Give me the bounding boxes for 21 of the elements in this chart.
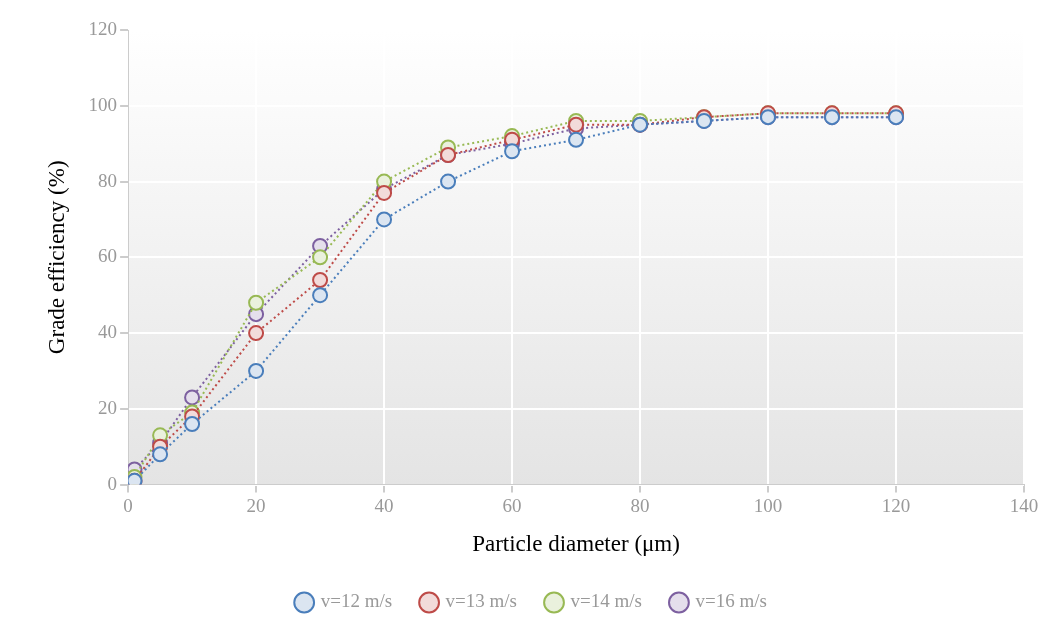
- legend-label: v=12 m/s: [320, 590, 393, 612]
- y-tick-label: 20: [98, 396, 118, 418]
- y-tick-label: 80: [98, 169, 118, 191]
- x-tick-label: 40: [374, 494, 394, 516]
- legend-label: v=13 m/s: [445, 590, 517, 612]
- y-tick-label: 40: [98, 321, 118, 343]
- x-tick-label: 20: [246, 494, 266, 516]
- x-tick-label: 120: [881, 494, 911, 516]
- y-tick-label: 60: [98, 245, 118, 267]
- y-tick-label: 0: [107, 472, 118, 494]
- x-tick-label: 60: [502, 494, 522, 516]
- x-tick-label: 100: [753, 494, 783, 516]
- x-tick-label: 140: [1009, 494, 1039, 516]
- x-tick-label: 80: [630, 494, 650, 516]
- x-tick-label: 0: [123, 494, 133, 516]
- y-axis-title: Grade efficiency (%): [43, 160, 69, 355]
- y-tick-label: 120: [88, 17, 118, 39]
- legend-label: v=14 m/s: [570, 590, 642, 612]
- x-axis-title: Particle diameter (μm): [472, 531, 680, 557]
- legend-label: v=16 m/s: [695, 590, 767, 612]
- y-tick-label: 100: [88, 93, 118, 115]
